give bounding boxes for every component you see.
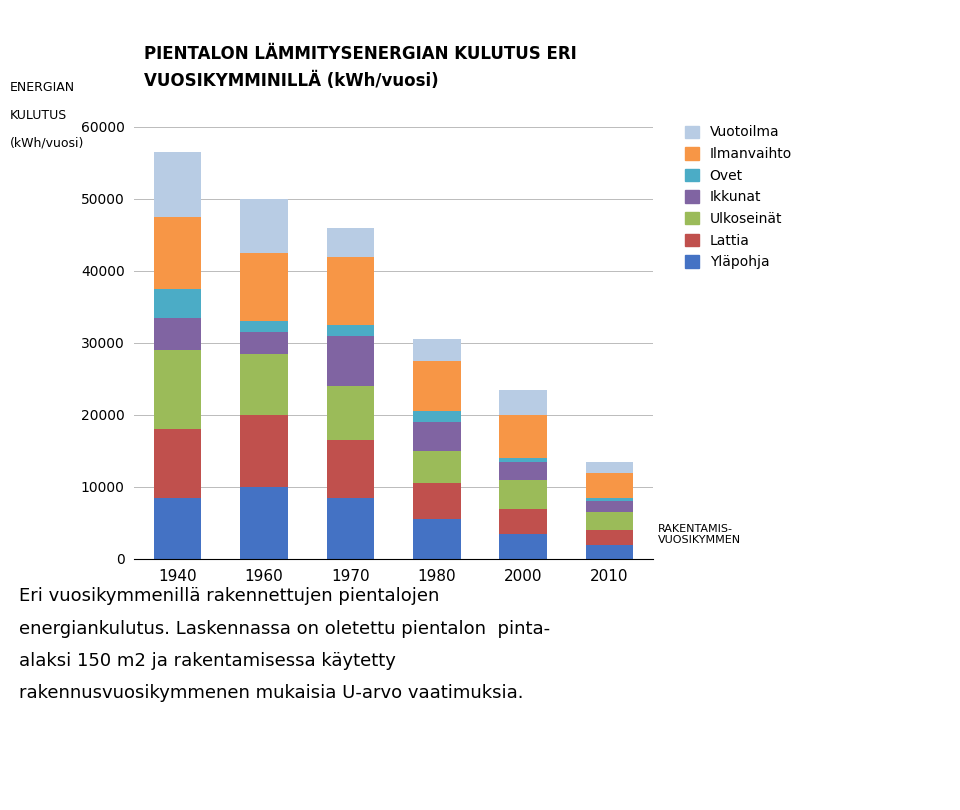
Bar	[499, 509, 547, 534]
Bar	[154, 289, 202, 318]
Text: KULUTUS: KULUTUS	[10, 109, 67, 122]
Bar	[499, 534, 547, 559]
Bar	[326, 440, 374, 497]
Bar	[499, 415, 547, 458]
Text: (kWh/vuosi): (kWh/vuosi)	[10, 136, 84, 149]
Text: rakennusvuosikymmenen mukaisia U-arvo vaatimuksia.: rakennusvuosikymmenen mukaisia U-arvo va…	[19, 684, 524, 702]
Bar	[326, 386, 374, 440]
Bar	[326, 335, 374, 386]
Bar	[326, 228, 374, 257]
Bar	[499, 458, 547, 462]
Text: alaksi 150 m2 ja rakentamisessa käytetty: alaksi 150 m2 ja rakentamisessa käytetty	[19, 652, 396, 670]
Bar	[499, 390, 547, 415]
Bar	[413, 361, 461, 411]
Bar	[154, 429, 202, 497]
Bar	[154, 318, 202, 350]
Bar	[413, 411, 461, 422]
Text: RAKENTAMIS-
VUOSIKYMMEN: RAKENTAMIS- VUOSIKYMMEN	[658, 524, 741, 545]
Bar	[586, 497, 634, 501]
Text: energiankulutus. Laskennassa on oletettu pientalon  pinta-: energiankulutus. Laskennassa on oletettu…	[19, 620, 550, 637]
Text: PIENTALON LÄMMITYSENERGIAN KULUTUS ERI: PIENTALON LÄMMITYSENERGIAN KULUTUS ERI	[144, 45, 577, 62]
Bar	[413, 484, 461, 519]
Bar	[240, 354, 288, 415]
Bar	[586, 472, 634, 497]
Bar	[326, 257, 374, 325]
Bar	[586, 512, 634, 530]
Bar	[413, 451, 461, 484]
Text: VUOSIKYMMINILLÄ (kWh/vuosi): VUOSIKYMMINILLÄ (kWh/vuosi)	[144, 71, 439, 90]
Bar	[240, 199, 288, 253]
Bar	[240, 487, 288, 559]
Bar	[154, 217, 202, 289]
Bar	[586, 462, 634, 472]
Bar	[586, 544, 634, 559]
Bar	[240, 332, 288, 354]
Bar	[326, 325, 374, 335]
Bar	[240, 415, 288, 487]
Bar	[413, 339, 461, 361]
Bar	[154, 497, 202, 559]
Bar	[240, 322, 288, 332]
Bar	[499, 462, 547, 480]
Bar	[326, 497, 374, 559]
Bar	[240, 253, 288, 322]
Bar	[586, 501, 634, 512]
Bar	[413, 519, 461, 559]
Bar	[154, 350, 202, 429]
Legend: Vuotoilma, Ilmanvaihto, Ovet, Ikkunat, Ulkoseinät, Lattia, Yläpohja: Vuotoilma, Ilmanvaihto, Ovet, Ikkunat, U…	[681, 122, 796, 274]
Text: Eri vuosikymmenillä rakennettujen pientalojen: Eri vuosikymmenillä rakennettujen pienta…	[19, 587, 440, 605]
Bar	[413, 422, 461, 451]
Bar	[154, 152, 202, 217]
Bar	[499, 480, 547, 509]
Text: ENERGIAN: ENERGIAN	[10, 81, 75, 94]
Bar	[586, 530, 634, 544]
